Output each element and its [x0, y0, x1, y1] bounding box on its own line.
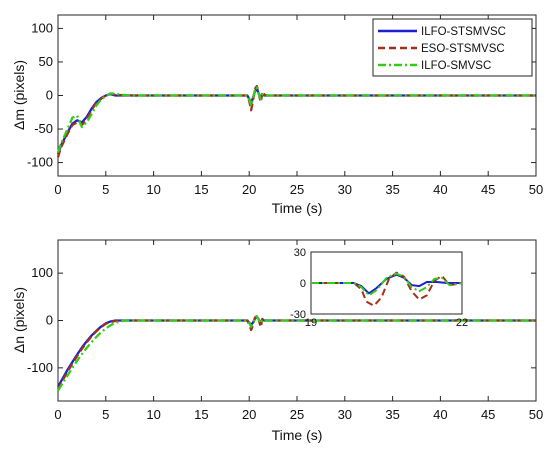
top-y-tick-label: 50 — [39, 54, 53, 69]
top-y-tick-label: -100 — [27, 155, 53, 170]
inset-line-ilfo-smvsc — [311, 272, 463, 297]
bottom-y-axis-label: Δn (pixels) — [11, 287, 27, 353]
top-x-tick-label: 50 — [529, 182, 543, 197]
bottom-line-ilfo-smvsc — [57, 315, 536, 392]
top-series — [56, 84, 536, 158]
top-x-tick-label: 40 — [433, 182, 447, 197]
top-x-tick-label: 35 — [385, 182, 399, 197]
bottom-y-tick-label: 0 — [46, 313, 53, 328]
bottom-ticks: 0 5 10 15 20 25 30 35 40 45 50 -100 0 100 — [27, 240, 543, 422]
inset-x-tick-label: 22 — [456, 317, 468, 329]
top-x-tick-label: 5 — [102, 182, 109, 197]
bottom-x-tick-label: 15 — [194, 407, 208, 422]
bottom-x-tick-label: 40 — [433, 407, 447, 422]
legend-box — [372, 18, 533, 77]
legend-label-ilfo-stsmvsc: ILFO-STSMVSC — [421, 26, 506, 38]
top-x-tick-label: 20 — [242, 182, 256, 197]
inset-series — [311, 271, 463, 307]
bottom-x-tick-label: 20 — [242, 407, 256, 422]
bottom-x-axis-label: Time (s) — [272, 427, 323, 443]
bottom-series — [56, 314, 536, 392]
bottom-y-tick-label: 100 — [31, 265, 53, 280]
top-panel: 0 5 10 15 20 25 30 35 40 45 50 -100 -50 0 50 100 Time (… — [11, 14, 543, 216]
bottom-panel: 0 5 10 15 20 25 30 35 40 45 50 -100 0 100 Time (s) Δn… — [11, 239, 543, 443]
bottom-x-tick-label: 5 — [102, 407, 109, 422]
bottom-y-tick-label: -100 — [27, 360, 53, 375]
top-y-tick-label: 0 — [46, 88, 53, 103]
top-x-tick-label: 10 — [146, 182, 160, 197]
top-x-tick-label: 30 — [338, 182, 352, 197]
legend-label-ilfo-smvsc: ILFO-SMVSC — [421, 60, 491, 72]
top-line-ilfo-smvsc — [56, 86, 536, 153]
top-x-axis-label: Time (s) — [272, 200, 323, 216]
bottom-x-tick-label: 45 — [481, 407, 495, 422]
legend-label-eso-stsmvsc: ESO-STSMVSC — [421, 43, 505, 55]
inset-y-tick-label: 30 — [294, 247, 306, 259]
top-x-tick-label: 45 — [481, 182, 495, 197]
legend: ILFO-STSMVSC ESO-STSMVSC ILFO-SMVSC — [372, 18, 533, 77]
bottom-x-tick-label: 25 — [290, 407, 304, 422]
bottom-line-eso-stsmvsc — [56, 314, 536, 390]
top-x-tick-label: 15 — [194, 182, 208, 197]
top-y-tick-label: 100 — [31, 20, 53, 35]
bottom-x-tick-label: 35 — [385, 407, 399, 422]
inset-x-tick-label: 19 — [305, 317, 317, 329]
top-x-tick-label: 25 — [290, 182, 304, 197]
top-ticks: 0 5 10 15 20 25 30 35 40 45 50 -100 -50 0 50 100 — [27, 15, 543, 197]
inset-zoom: 19 22 -30 0 30 — [290, 247, 468, 329]
bottom-x-tick-label: 30 — [338, 407, 352, 422]
top-y-axis-label: Δm (pixels) — [11, 60, 27, 130]
bottom-x-tick-label: 50 — [529, 407, 543, 422]
inset-y-tick-label: -30 — [290, 309, 306, 321]
inset-y-tick-label: 0 — [300, 278, 306, 290]
inset-line-eso-stsmvsc — [311, 271, 463, 307]
top-y-tick-label: -50 — [34, 121, 53, 136]
bottom-x-tick-label: 0 — [54, 407, 61, 422]
top-x-tick-label: 0 — [54, 182, 61, 197]
bottom-x-tick-label: 10 — [146, 407, 160, 422]
